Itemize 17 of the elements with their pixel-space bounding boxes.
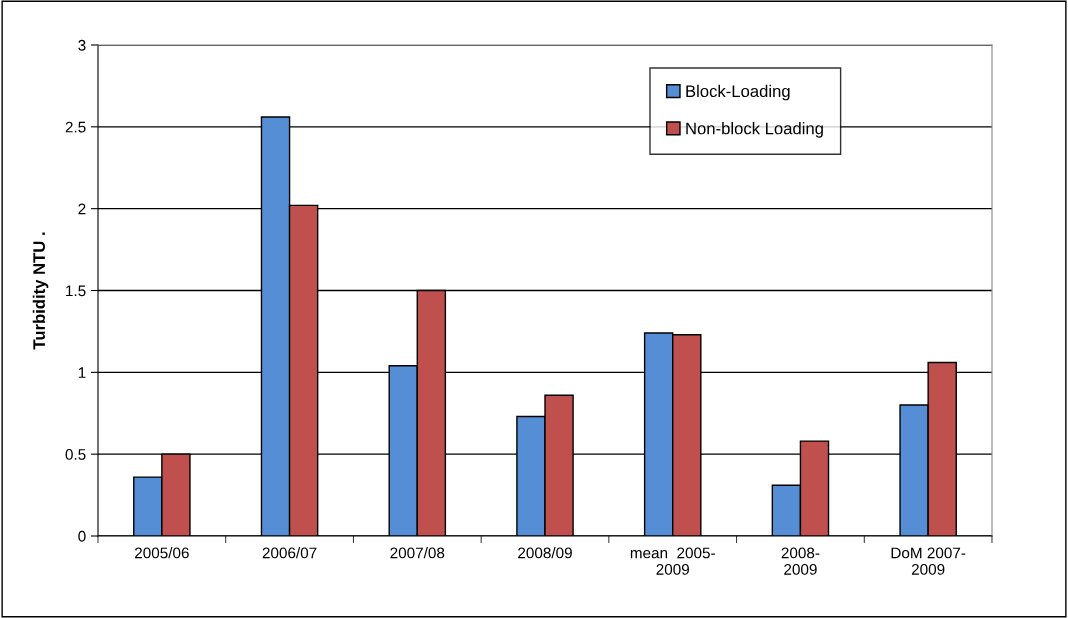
- legend-label: Block-Loading: [686, 84, 790, 101]
- x-tick-label: 2008/09: [518, 547, 572, 559]
- x-tick-label: mean 2005- 2009: [630, 547, 715, 575]
- x-tick-label: 2006/07: [262, 547, 317, 559]
- y-tick-label: 1.5: [66, 285, 86, 297]
- y-tick-label: 3: [78, 39, 86, 51]
- y-tick-label: 0.5: [65, 449, 86, 460]
- x-tick-label: 2008- 2009: [781, 547, 820, 575]
- legend-label: Non-block Loading: [686, 122, 823, 138]
- x-tick-label: 2005/06: [135, 547, 189, 559]
- y-tick-label: 2.5: [65, 121, 86, 133]
- y-tick-label: 2: [78, 203, 86, 215]
- y-tick-label: 0: [78, 530, 86, 542]
- x-tick-label: DoM 2007- 2009: [891, 547, 966, 575]
- y-axis-title: Turbidity NTU .: [32, 232, 49, 350]
- y-tick-label: 1: [78, 367, 86, 378]
- x-tick-label: 2007/08: [390, 547, 445, 559]
